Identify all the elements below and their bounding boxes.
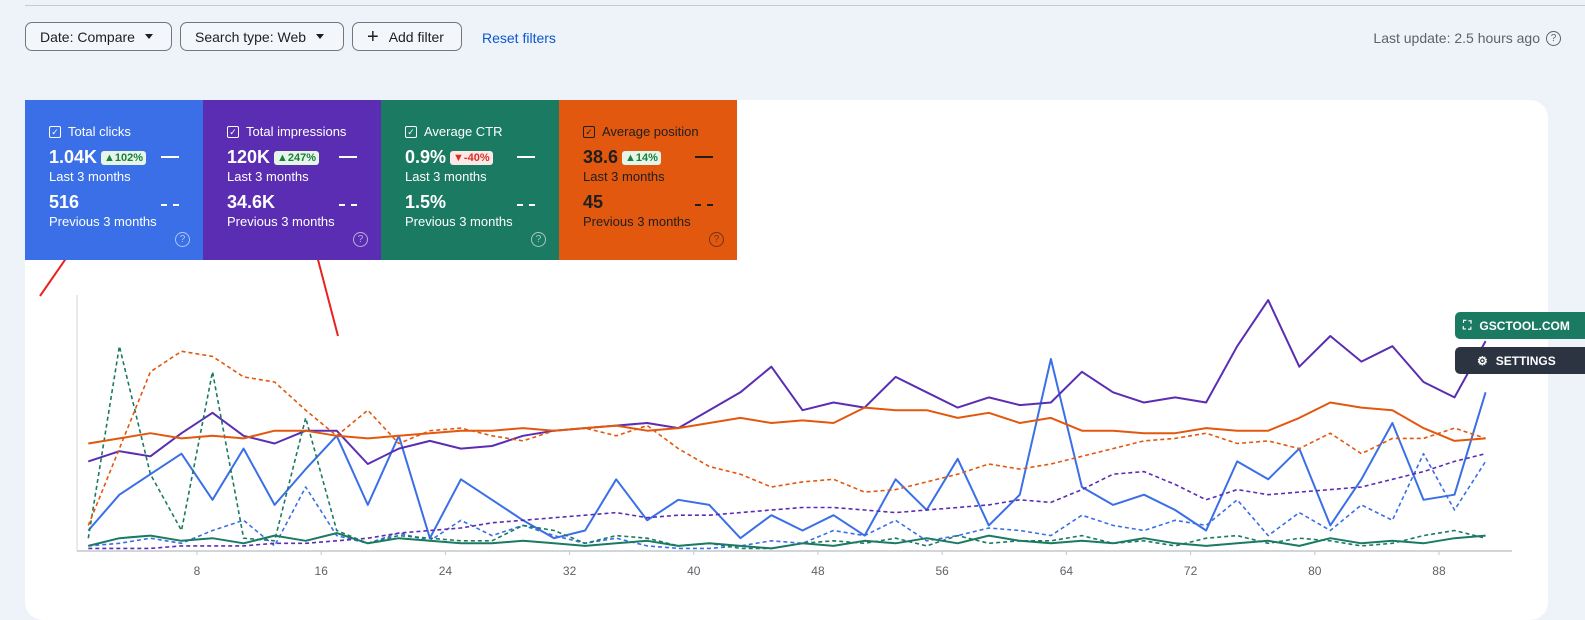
solid-legend	[161, 156, 179, 158]
previous-period: Previous 3 months	[49, 214, 157, 229]
date-filter[interactable]: Date: Compare	[25, 22, 172, 51]
series-line	[87, 299, 1487, 465]
x-tick-label: 48	[811, 564, 825, 578]
series-line	[87, 358, 1487, 540]
current-value: 0.9%	[405, 147, 447, 167]
checkbox: ✓	[583, 125, 595, 138]
gsctool-button[interactable]: ⛶ GSCTOOL.COM	[1455, 312, 1585, 339]
dashed-legend	[161, 204, 179, 206]
current-period: Last 3 months	[405, 169, 487, 184]
x-tick-label: 64	[1060, 564, 1074, 578]
help-icon: ?	[531, 232, 546, 247]
previous-value: 516	[49, 192, 80, 212]
card-label: Total impressions	[246, 124, 347, 139]
previous-value: 45	[583, 192, 604, 212]
card-label-row: ✓ Average position	[583, 124, 737, 139]
label: Add filter	[388, 28, 444, 45]
current-row: 0.9% ▼-40%	[405, 147, 559, 168]
previous-period: Previous 3 months	[583, 214, 691, 229]
search-type-filter[interactable]: Search type: Web	[180, 22, 344, 51]
series-line	[88, 401, 1486, 445]
series-line	[87, 345, 1486, 550]
previous-period: Previous 3 months	[227, 214, 335, 229]
solid-legend	[339, 156, 357, 158]
current-value: 1.04K	[49, 147, 98, 167]
card-label-row: ✓ Average CTR	[405, 124, 559, 139]
last-update: Last update: 2.5 hours ago?	[1373, 30, 1561, 46]
previous-value: 1.5%	[405, 192, 447, 212]
card-label-row: ✓ Total clicks	[49, 124, 203, 139]
change-badge: ▲247%	[274, 150, 320, 165]
x-tick-label: 24	[439, 564, 453, 578]
label: Search type: Web	[195, 28, 307, 45]
x-tick-label: 88	[1432, 564, 1446, 578]
reset-filters[interactable]: Reset filters	[482, 30, 556, 46]
current-row: 120K ▲247%	[227, 147, 381, 168]
divider	[25, 5, 1585, 6]
current-row: 1.04K ▲102%	[49, 147, 203, 168]
help-icon: ?	[709, 232, 724, 247]
previous-period: Previous 3 months	[405, 214, 513, 229]
card-label: Average CTR	[424, 124, 503, 139]
dashed-legend	[339, 204, 357, 206]
previous-value: 34.6K	[227, 192, 276, 212]
metric-card[interactable]: ✓ Total impressions 120K ▲247% Last 3 months…	[203, 100, 381, 260]
label: Date: Compare	[40, 28, 135, 45]
label: GSCTOOL.COM	[1479, 318, 1570, 333]
series-line	[87, 350, 1486, 526]
dashed-legend	[695, 204, 713, 206]
checkbox: ✓	[405, 125, 417, 138]
solid-legend	[695, 156, 713, 158]
x-tick-label: 16	[315, 564, 329, 578]
current-period: Last 3 months	[227, 169, 309, 184]
series-line	[88, 452, 1486, 550]
checkbox: ✓	[227, 125, 239, 138]
x-tick-label: 8	[194, 564, 201, 578]
current-row: 38.6 ▲14%	[583, 147, 737, 168]
label: SETTINGS	[1495, 353, 1556, 368]
x-tick-label: 32	[563, 564, 577, 578]
x-tick-label: 56	[936, 564, 950, 578]
x-tick-label: 80	[1308, 564, 1322, 578]
change-badge: ▲14%	[622, 150, 661, 165]
card-label: Average position	[602, 124, 699, 139]
metric-card[interactable]: ✓ Total clicks 1.04K ▲102% Last 3 months 516 P…	[25, 100, 203, 260]
add-filter[interactable]: + Add filter	[352, 22, 462, 51]
solid-legend	[517, 156, 535, 158]
checkbox: ✓	[49, 125, 61, 138]
current-value: 38.6	[583, 147, 619, 167]
metric-card[interactable]: ✓ Average position 38.6 ▲14% Last 3 months 45…	[559, 100, 737, 260]
label: Last update: 2.5 hours ago	[1373, 30, 1540, 46]
series-line	[88, 452, 1487, 550]
current-period: Last 3 months	[49, 169, 131, 184]
help-icon: ?	[175, 232, 190, 247]
current-period: Last 3 months	[583, 169, 665, 184]
x-tick-label: 40	[687, 564, 701, 578]
settings-button[interactable]: ⚙ SETTINGS	[1455, 347, 1585, 374]
metric-card[interactable]: ✓ Average CTR 0.9% ▼-40% Last 3 months 1.5% Pr…	[381, 100, 559, 260]
current-value: 120K	[227, 147, 271, 167]
dashed-legend	[517, 204, 535, 206]
x-tick-label: 72	[1184, 564, 1198, 578]
card-label-row: ✓ Total impressions	[227, 124, 381, 139]
change-badge: ▲102%	[101, 150, 147, 165]
change-badge: ▼-40%	[450, 150, 493, 165]
help-icon: ?	[353, 232, 368, 247]
card-label: Total clicks	[68, 124, 131, 139]
